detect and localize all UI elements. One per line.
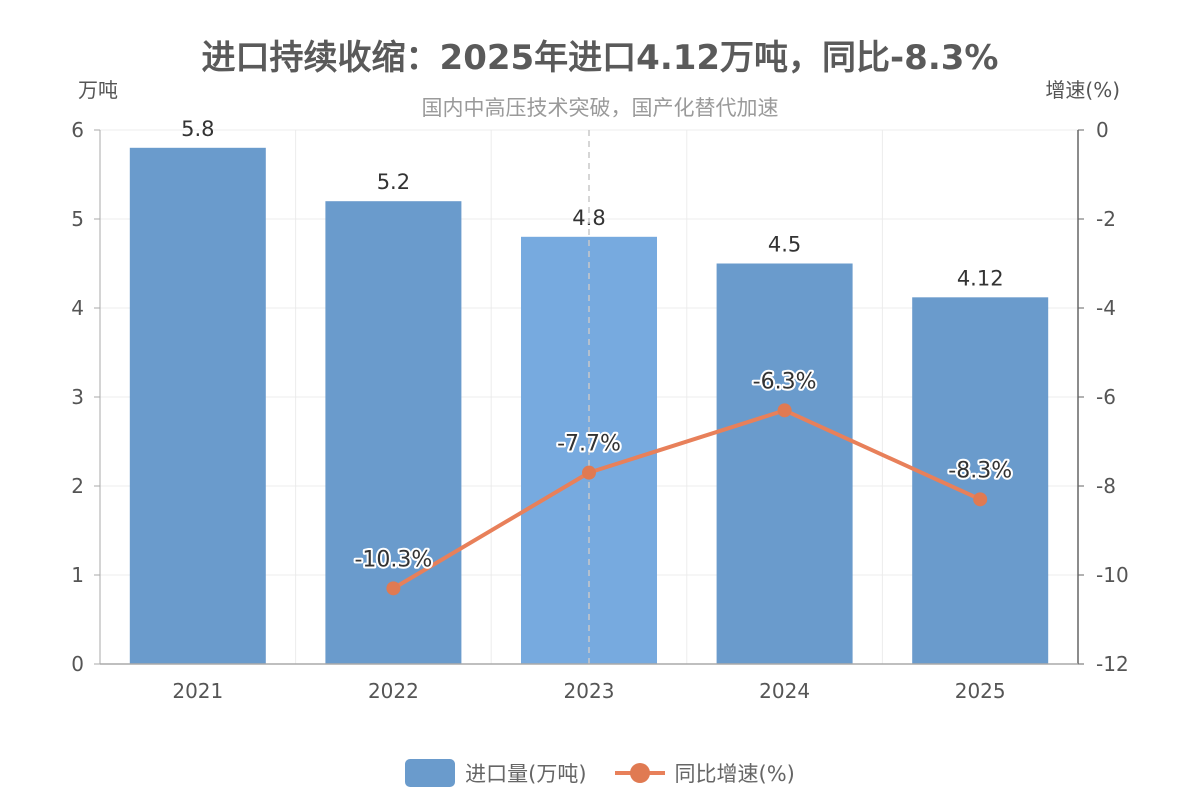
y-axis-right-label: 增速(%): [1045, 78, 1120, 102]
legend-item-line[interactable]: 同比增速(%): [614, 758, 795, 788]
bar-value-label: 5.2: [377, 170, 410, 194]
x-tick-label-2021: 2021: [172, 679, 223, 703]
y-left-tick-label: 4: [71, 296, 84, 320]
x-tick-label-2023: 2023: [564, 679, 615, 703]
x-tick-label-2025: 2025: [955, 679, 1006, 703]
legend-line-label: 同比增速(%): [674, 762, 795, 786]
y-left-tick-label: 1: [71, 563, 84, 587]
bar-value-label: 4.12: [957, 266, 1004, 290]
y-left-tick-label: 0: [71, 652, 84, 676]
y-right-tick-label: -8: [1096, 474, 1116, 498]
y-right-tick-label: -2: [1096, 207, 1116, 231]
y-right-tick-label: -6: [1096, 385, 1116, 409]
bar-value-label: 4.5: [768, 233, 801, 257]
y-left-tick-label: 2: [71, 474, 84, 498]
y-left-tick-label: 3: [71, 385, 84, 409]
bar-2024: [716, 263, 853, 664]
bar-2021: [129, 147, 266, 665]
x-tick-label-2022: 2022: [368, 679, 419, 703]
legend-item-bar[interactable]: 进口量(万吨): [405, 758, 587, 788]
growth-value-label: -6.3%: [753, 369, 817, 394]
y-right-tick-label: -4: [1096, 296, 1116, 320]
y-left-tick-label: 5: [71, 207, 84, 231]
growth-point-2023: [582, 465, 596, 480]
growth-value-label: -8.3%: [948, 458, 1012, 483]
y-axis-left-label: 万吨: [78, 78, 118, 102]
y-left-tick-label: 6: [71, 118, 84, 142]
y-right-tick-label: -10: [1096, 563, 1129, 587]
growth-point-2022: [386, 581, 401, 596]
chart-title: 进口持续收缩：2025年进口4.12万吨，同比-8.3%: [201, 38, 999, 78]
legend-line-swatch: [614, 759, 665, 787]
growth-line: [392, 408, 982, 591]
legend-bar-swatch: [405, 759, 456, 787]
growth-value-label: -7.7%: [557, 432, 621, 457]
y-right-tick-label: -12: [1096, 652, 1129, 676]
growth-point-2024: [777, 403, 792, 418]
legend-bar-label: 进口量(万吨): [465, 762, 587, 786]
bar-value-label: 5.8: [181, 117, 214, 141]
growth-value-label: -10.3%: [354, 547, 432, 572]
growth-point-2025: [973, 492, 988, 507]
x-tick-label-2024: 2024: [759, 679, 810, 703]
chart-subtitle: 国内中高压技术突破，国产化替代加速: [421, 96, 779, 120]
chart-legend: 进口量(万吨) 同比增速(%): [0, 758, 1200, 788]
y-right-tick-label: 0: [1096, 118, 1109, 142]
